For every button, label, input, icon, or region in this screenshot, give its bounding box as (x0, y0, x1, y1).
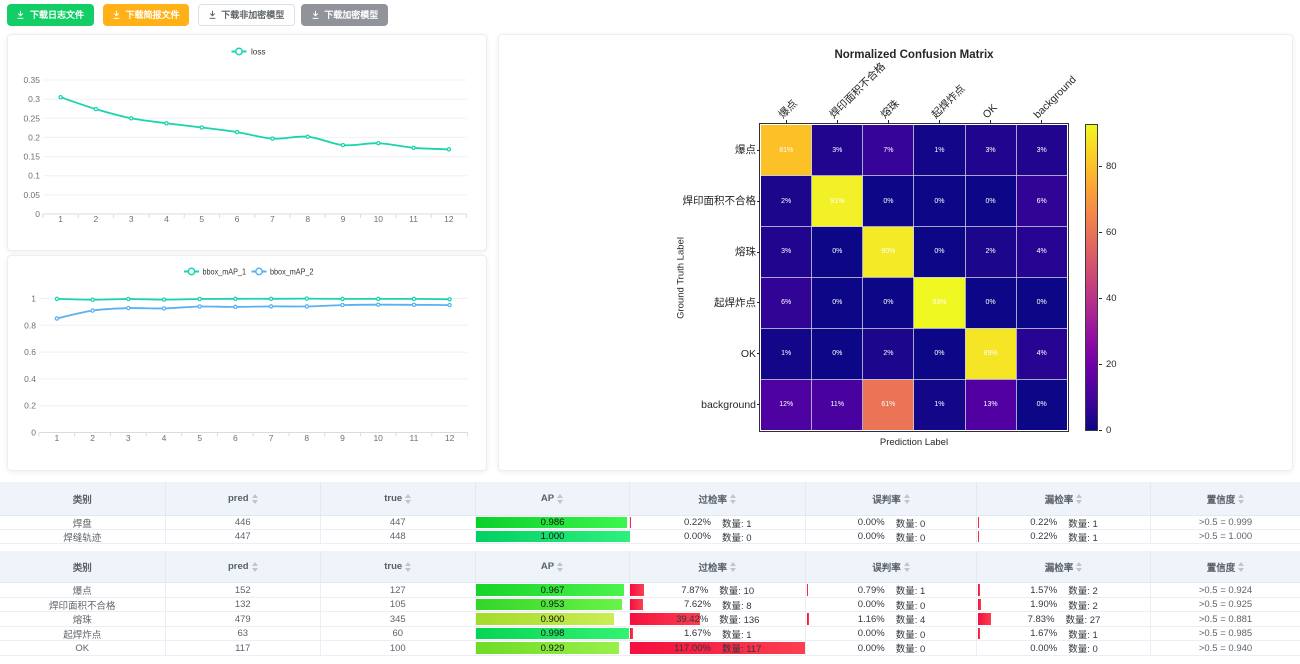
svg-text:0.05: 0.05 (23, 190, 40, 200)
svg-text:0.15: 0.15 (23, 152, 40, 162)
svg-text:12: 12 (444, 214, 454, 224)
svg-text:8: 8 (304, 433, 309, 443)
svg-text:loss: loss (251, 47, 266, 57)
svg-text:6: 6 (235, 214, 240, 224)
svg-text:0.2: 0.2 (24, 400, 36, 410)
svg-text:0.2: 0.2 (28, 132, 40, 142)
svg-text:0.1: 0.1 (28, 171, 40, 181)
svg-text:0: 0 (35, 209, 40, 219)
svg-text:7: 7 (269, 433, 274, 443)
svg-text:12: 12 (445, 433, 455, 443)
svg-text:4: 4 (162, 433, 167, 443)
svg-text:0.8: 0.8 (24, 320, 36, 330)
svg-text:8: 8 (305, 214, 310, 224)
svg-text:6: 6 (233, 433, 238, 443)
svg-text:0.35: 0.35 (23, 75, 40, 85)
svg-text:5: 5 (197, 433, 202, 443)
svg-text:1: 1 (55, 433, 60, 443)
svg-text:3: 3 (129, 214, 134, 224)
svg-text:bbox_mAP_1: bbox_mAP_1 (203, 266, 247, 276)
svg-text:3: 3 (126, 433, 131, 443)
svg-text:0.25: 0.25 (23, 113, 40, 123)
svg-text:4: 4 (164, 214, 169, 224)
svg-text:0.4: 0.4 (24, 373, 36, 383)
svg-text:1: 1 (31, 293, 36, 303)
svg-text:5: 5 (199, 214, 204, 224)
svg-text:9: 9 (340, 433, 345, 443)
svg-text:bbox_mAP_2: bbox_mAP_2 (270, 266, 314, 276)
svg-text:7: 7 (270, 214, 275, 224)
svg-text:2: 2 (94, 214, 99, 224)
svg-text:0.6: 0.6 (24, 347, 36, 357)
svg-text:11: 11 (409, 214, 418, 224)
svg-text:0.3: 0.3 (28, 94, 40, 104)
svg-text:0: 0 (31, 427, 36, 437)
svg-text:11: 11 (409, 433, 418, 443)
svg-text:10: 10 (374, 214, 384, 224)
svg-text:2: 2 (90, 433, 95, 443)
svg-text:9: 9 (341, 214, 346, 224)
svg-text:10: 10 (373, 433, 383, 443)
svg-text:1: 1 (58, 214, 63, 224)
